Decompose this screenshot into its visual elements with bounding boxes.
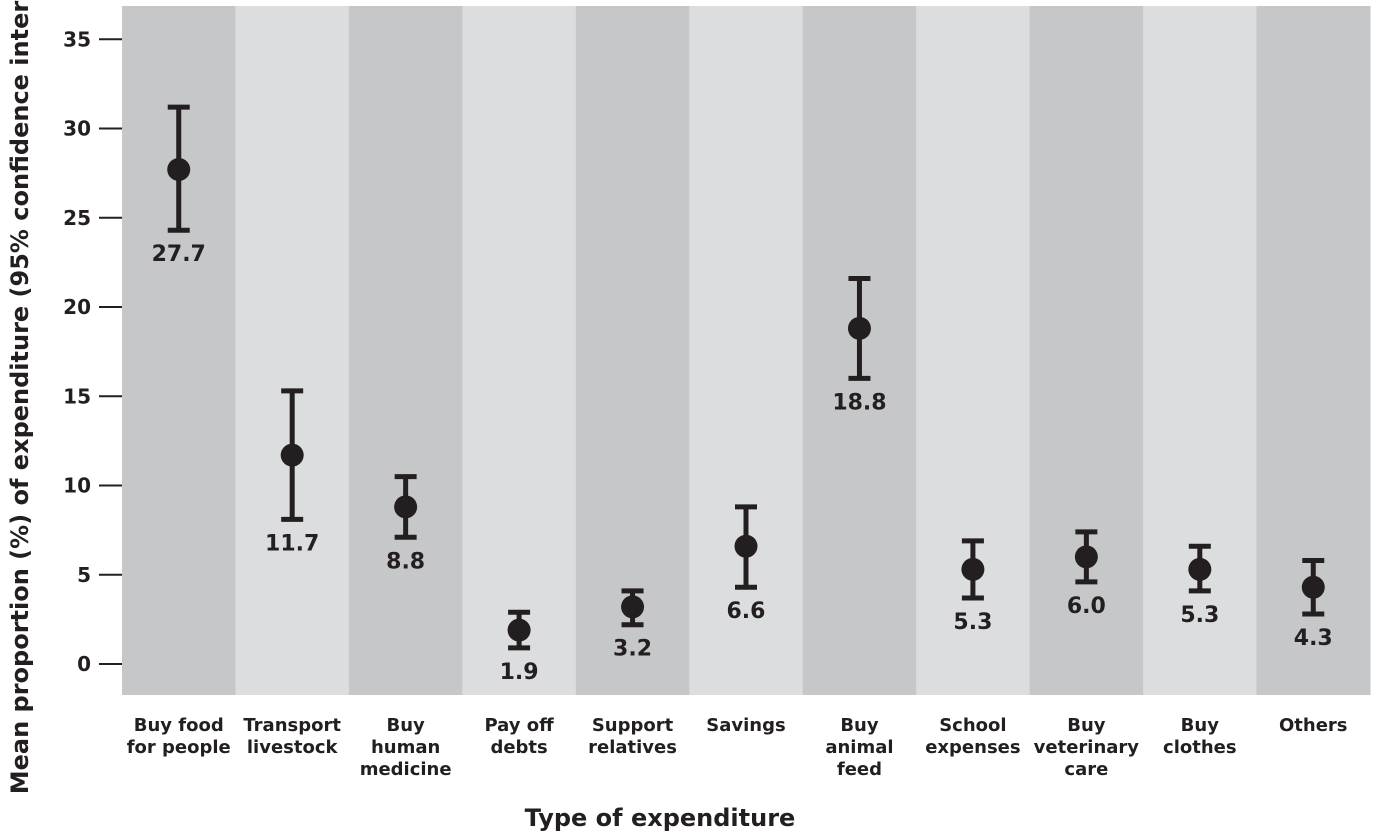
- y-tick-label: 25: [63, 206, 91, 230]
- y-tick-label: 20: [63, 295, 91, 319]
- category-band: [462, 6, 577, 695]
- data-point: [507, 618, 531, 642]
- category-bands: [122, 6, 1371, 695]
- category-band: [689, 6, 804, 695]
- data-label: 3.2: [613, 637, 652, 662]
- x-tick-label: Buy animal feed: [825, 715, 893, 780]
- x-tick-label-line: Buy: [840, 715, 879, 736]
- x-tick-label-line: relatives: [588, 737, 677, 758]
- data-point: [1074, 545, 1098, 569]
- x-tick-label: School expenses: [925, 715, 1020, 758]
- y-tick-label: 0: [77, 652, 91, 676]
- x-axis-title: Type of expenditure: [525, 804, 796, 832]
- data-point: [280, 443, 304, 467]
- x-tick-label-line: Transport: [243, 715, 341, 736]
- x-tick-label: Buy veterinary care: [1034, 715, 1140, 780]
- data-point: [621, 595, 645, 619]
- x-tick-label-line: Savings: [706, 715, 785, 736]
- x-tick-label: Savings: [706, 715, 785, 736]
- y-tick-label: 35: [63, 27, 91, 51]
- x-tick-label-line: clothes: [1163, 737, 1237, 758]
- data-label: 1.9: [500, 660, 539, 685]
- data-label: 5.3: [1180, 603, 1219, 628]
- x-tick-label-line: for people: [127, 737, 231, 758]
- x-tick-label: Buy food for people: [127, 715, 231, 758]
- x-tick-label-line: expenses: [925, 737, 1020, 758]
- y-tick-label: 15: [63, 384, 91, 408]
- x-tick-label-line: Support: [592, 715, 674, 736]
- x-tick-label-line: Buy: [1067, 715, 1106, 736]
- x-tick-label-line: livestock: [247, 737, 339, 758]
- x-tick-label-line: debts: [490, 737, 547, 758]
- x-tick-label: Transport livestock: [243, 715, 341, 758]
- x-tick-label: Pay off debts: [484, 715, 554, 758]
- x-tick-label-line: Buy: [1181, 715, 1220, 736]
- data-label: 8.8: [386, 549, 425, 574]
- data-point: [1188, 557, 1212, 581]
- data-point: [961, 557, 985, 581]
- x-tick-label-line: Buy food: [134, 715, 224, 736]
- x-tick-label: Buy human medicine: [360, 715, 452, 780]
- category-band: [1029, 6, 1144, 695]
- data-point: [734, 534, 758, 558]
- data-label: 6.0: [1067, 594, 1106, 619]
- x-tick-label-line: care: [1064, 759, 1108, 780]
- data-point: [1301, 575, 1325, 599]
- x-tick-label-line: medicine: [360, 759, 452, 780]
- data-label: 6.6: [727, 599, 766, 624]
- y-axis-title: Mean proportion (%) of expenditure (95% …: [6, 0, 34, 794]
- data-point: [847, 316, 871, 340]
- category-band: [348, 6, 463, 695]
- data-label: 11.7: [265, 531, 319, 556]
- data-point: [167, 158, 191, 182]
- x-tick-label-line: Others: [1279, 715, 1348, 736]
- x-tick-label-line: human: [371, 737, 440, 758]
- category-band: [235, 6, 350, 695]
- x-tick-label-line: Pay off: [484, 715, 554, 736]
- y-tick-label: 5: [77, 563, 91, 587]
- x-tick-label-line: animal: [825, 737, 893, 758]
- data-label: 4.3: [1294, 626, 1333, 651]
- category-band: [575, 6, 690, 695]
- data-label: 27.7: [152, 242, 206, 267]
- data-point: [394, 495, 418, 519]
- y-tick-label: 10: [63, 474, 91, 498]
- x-tick-label-line: School: [939, 715, 1006, 736]
- data-points: 27.7 11.7 8.8 1.9 3.2 6.6 18.8 5.3 6.0 5.3 4.3: [152, 104, 1333, 685]
- x-tick-label-line: feed: [837, 759, 882, 780]
- y-tick-label: 30: [63, 117, 91, 141]
- x-tick-label: Support relatives: [588, 715, 677, 758]
- x-tick-label: Others: [1279, 715, 1348, 736]
- data-label: 5.3: [953, 610, 992, 635]
- x-tick-label-line: veterinary: [1034, 737, 1140, 758]
- data-label: 18.8: [832, 390, 886, 415]
- x-tick-label: Buy clothes: [1163, 715, 1237, 758]
- x-tick-label-line: Buy: [386, 715, 425, 736]
- y-axis: 0 5 10 15 20 25 30 35: [63, 27, 122, 676]
